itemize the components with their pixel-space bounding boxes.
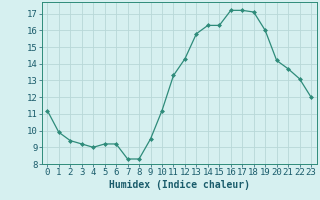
X-axis label: Humidex (Indice chaleur): Humidex (Indice chaleur) (109, 180, 250, 190)
